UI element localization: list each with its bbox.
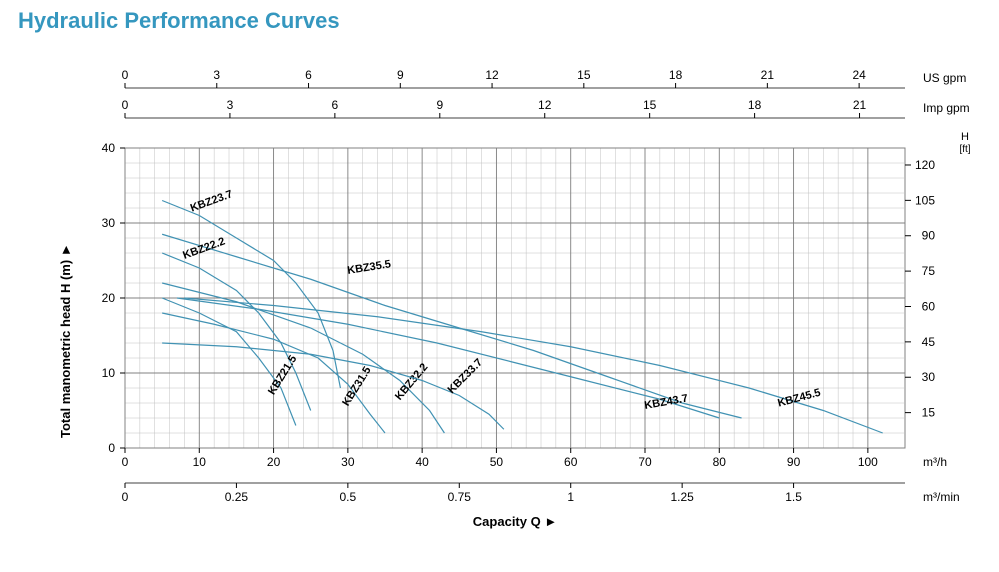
svg-text:15: 15 bbox=[643, 98, 657, 112]
svg-text:60: 60 bbox=[922, 299, 936, 313]
svg-text:30: 30 bbox=[922, 370, 936, 384]
svg-text:0: 0 bbox=[122, 68, 129, 82]
svg-text:24: 24 bbox=[852, 68, 866, 82]
svg-text:H: H bbox=[961, 131, 969, 143]
performance-chart: 0102030400102030405060708090100m³/h00.25… bbox=[0, 0, 999, 572]
svg-text:18: 18 bbox=[669, 68, 683, 82]
series-label-KBZ33.7: KBZ33.7 bbox=[445, 357, 485, 397]
svg-text:100: 100 bbox=[858, 455, 878, 469]
svg-text:75: 75 bbox=[922, 264, 936, 278]
svg-text:18: 18 bbox=[748, 98, 762, 112]
svg-text:10: 10 bbox=[102, 366, 116, 380]
series-label-KBZ43.7: KBZ43.7 bbox=[643, 392, 688, 411]
svg-text:70: 70 bbox=[638, 455, 652, 469]
svg-text:m³/min: m³/min bbox=[923, 490, 960, 504]
svg-text:21: 21 bbox=[761, 68, 775, 82]
svg-text:105: 105 bbox=[915, 193, 935, 207]
svg-text:0: 0 bbox=[108, 441, 115, 455]
svg-text:9: 9 bbox=[436, 98, 443, 112]
svg-text:0.5: 0.5 bbox=[340, 490, 357, 504]
svg-text:30: 30 bbox=[102, 216, 116, 230]
y-axis-label: Total manometric head H (m) ► bbox=[58, 243, 73, 438]
series-label-KBZ45.5: KBZ45.5 bbox=[776, 387, 822, 410]
svg-text:15: 15 bbox=[577, 68, 591, 82]
svg-text:90: 90 bbox=[922, 229, 936, 243]
svg-text:21: 21 bbox=[853, 98, 867, 112]
svg-text:80: 80 bbox=[713, 455, 727, 469]
svg-text:60: 60 bbox=[564, 455, 578, 469]
series-KBZ23.7 bbox=[162, 201, 340, 389]
svg-text:0.75: 0.75 bbox=[448, 490, 472, 504]
svg-text:10: 10 bbox=[193, 455, 207, 469]
svg-text:50: 50 bbox=[490, 455, 504, 469]
svg-text:US gpm: US gpm bbox=[923, 71, 966, 85]
svg-text:0.25: 0.25 bbox=[225, 490, 249, 504]
page-container: { "title": { "text": "Hydraulic Performa… bbox=[0, 0, 999, 572]
svg-text:0: 0 bbox=[122, 455, 129, 469]
svg-text:120: 120 bbox=[915, 158, 935, 172]
svg-text:20: 20 bbox=[267, 455, 281, 469]
svg-text:6: 6 bbox=[305, 68, 312, 82]
svg-text:15: 15 bbox=[922, 406, 936, 420]
svg-text:12: 12 bbox=[538, 98, 552, 112]
svg-text:0: 0 bbox=[122, 98, 129, 112]
svg-text:12: 12 bbox=[485, 68, 499, 82]
svg-text:6: 6 bbox=[332, 98, 339, 112]
svg-text:90: 90 bbox=[787, 455, 801, 469]
svg-text:3: 3 bbox=[227, 98, 234, 112]
svg-text:3: 3 bbox=[213, 68, 220, 82]
svg-text:45: 45 bbox=[922, 335, 936, 349]
svg-text:40: 40 bbox=[415, 455, 429, 469]
series-label-KBZ31.5: KBZ31.5 bbox=[340, 365, 374, 409]
svg-text:1: 1 bbox=[567, 490, 574, 504]
svg-text:30: 30 bbox=[341, 455, 355, 469]
x-axis-label: Capacity Q ► bbox=[473, 514, 557, 529]
svg-text:m³/h: m³/h bbox=[923, 455, 947, 469]
svg-text:0: 0 bbox=[122, 490, 129, 504]
series-label-KBZ22.2: KBZ22.2 bbox=[181, 235, 226, 261]
series-label-KBZ23.7: KBZ23.7 bbox=[189, 188, 234, 214]
svg-text:40: 40 bbox=[102, 141, 116, 155]
svg-text:1.25: 1.25 bbox=[670, 490, 694, 504]
series-label-KBZ35.5: KBZ35.5 bbox=[346, 258, 391, 277]
svg-text:Imp gpm: Imp gpm bbox=[923, 101, 970, 115]
svg-text:[ft]: [ft] bbox=[959, 144, 970, 155]
svg-text:9: 9 bbox=[397, 68, 404, 82]
svg-text:20: 20 bbox=[102, 291, 116, 305]
svg-text:1.5: 1.5 bbox=[785, 490, 802, 504]
